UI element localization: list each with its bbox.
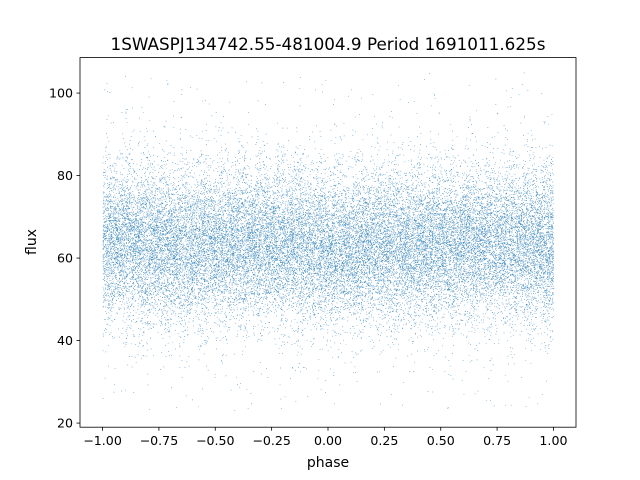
y-tick-label: 100: [49, 86, 73, 101]
y-tick-label: 60: [57, 251, 73, 266]
x-axis: −1.00 −0.75 −0.50 −0.25 0.00 0.25 0.50 0.75 1.00: [83, 427, 567, 448]
y-tick-label: 40: [57, 333, 73, 348]
x-tick-label: −0.25: [252, 433, 291, 448]
x-tick-label: −0.50: [196, 433, 235, 448]
x-axis-label: phase: [307, 455, 349, 471]
x-tick-label: 0.00: [314, 433, 342, 448]
chart-title: 1SWASPJ134742.55-481004.9 Period 1691011…: [111, 34, 546, 54]
y-tick-label: 80: [57, 168, 73, 183]
x-tick-label: 0.75: [483, 433, 511, 448]
x-tick-label: −1.00: [83, 433, 122, 448]
y-tick-label: 20: [57, 416, 73, 431]
x-tick-label: 1.00: [539, 433, 567, 448]
x-tick-label: 0.25: [370, 433, 398, 448]
scatter-points: [102, 72, 555, 411]
scatter-point-cloud: [102, 72, 555, 411]
x-tick-label: 0.50: [427, 433, 455, 448]
y-axis: 20 40 60 80 100: [49, 86, 80, 431]
x-tick-label: −0.75: [140, 433, 179, 448]
y-axis-label: flux: [24, 229, 40, 255]
